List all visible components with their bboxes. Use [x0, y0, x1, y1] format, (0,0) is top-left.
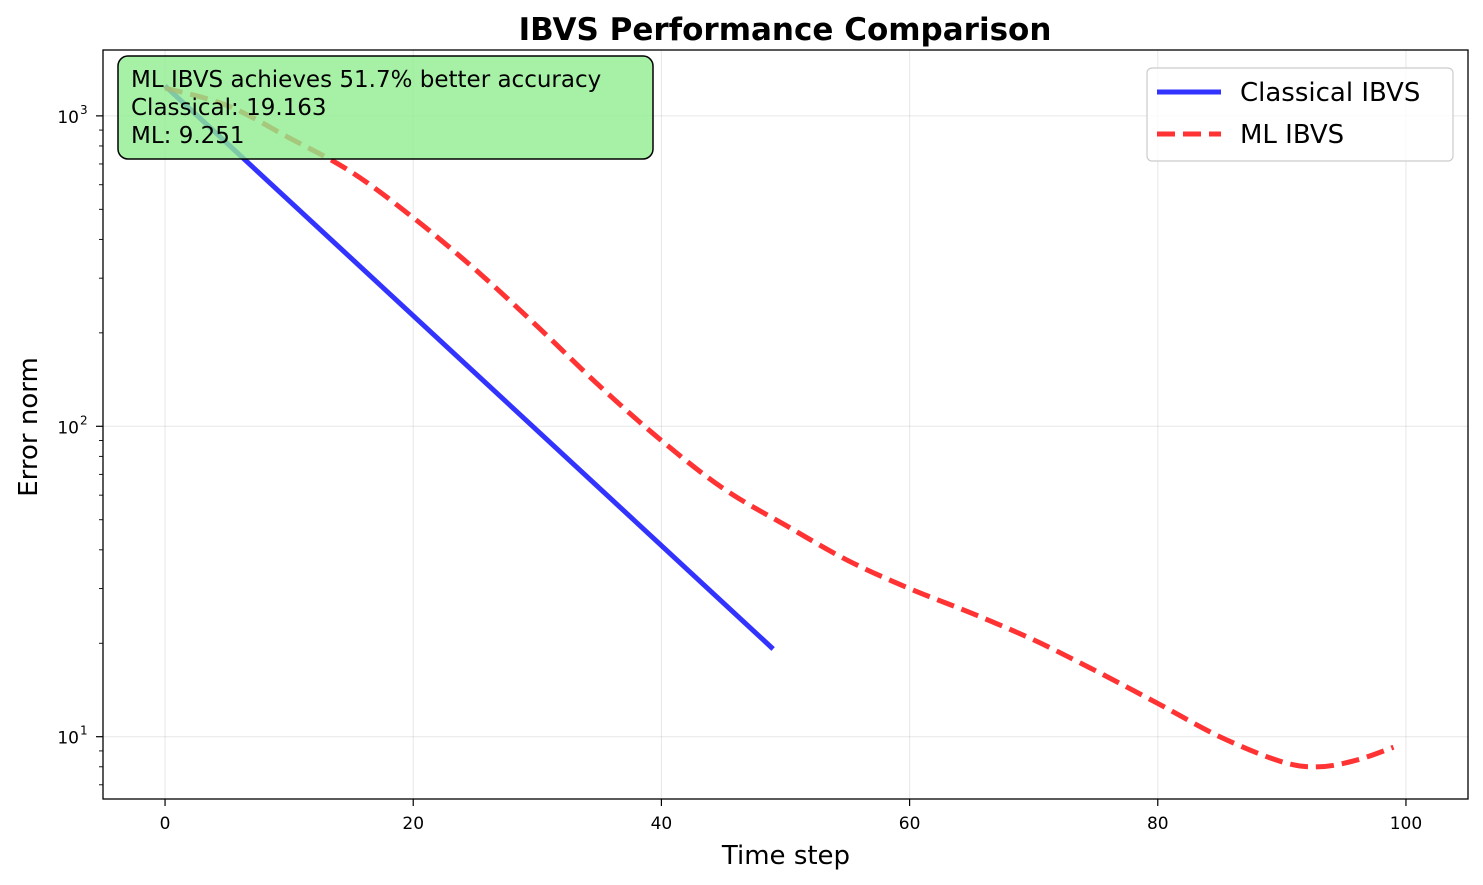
series-line-classical — [163, 83, 775, 651]
annotation-line: Classical: 19.163 — [131, 95, 327, 121]
chart-title: IBVS Performance Comparison — [519, 12, 1052, 48]
legend-label-ml: ML IBVS — [1240, 120, 1344, 150]
x-tick-label: 100 — [1390, 814, 1422, 834]
series-layer — [163, 83, 1395, 770]
annotation-background — [117, 55, 654, 160]
y-tick-label: 10 — [57, 108, 79, 128]
x-tick-label: 60 — [899, 814, 921, 834]
legend: Classical IBVS ML IBVS — [1146, 67, 1454, 162]
annotation-box: ML IBVS achieves 51.7% better accuracy C… — [117, 55, 654, 160]
y-tick-exponent: 1 — [80, 724, 88, 738]
x-axis-label: Time step — [721, 841, 850, 871]
series-line-ml — [164, 85, 1395, 770]
annotation-line: ML: 9.251 — [131, 123, 245, 149]
y-tick-exponent: 2 — [80, 413, 88, 427]
plot-area-frame — [102, 49, 1469, 800]
y-tick-label: 10 — [57, 418, 79, 438]
x-tick-label: 20 — [402, 814, 424, 834]
y-tick-label: 10 — [57, 729, 79, 749]
x-tick-label: 80 — [1147, 814, 1169, 834]
y-axis-label: Error norm — [14, 357, 44, 497]
legend-frame — [1146, 67, 1454, 162]
x-tick-label: 40 — [651, 814, 673, 834]
legend-label-classical: Classical IBVS — [1240, 78, 1420, 108]
annotation-line: ML IBVS achieves 51.7% better accuracy — [131, 67, 601, 93]
x-tick-label: 0 — [160, 814, 171, 834]
y-tick-exponent: 3 — [80, 103, 88, 117]
